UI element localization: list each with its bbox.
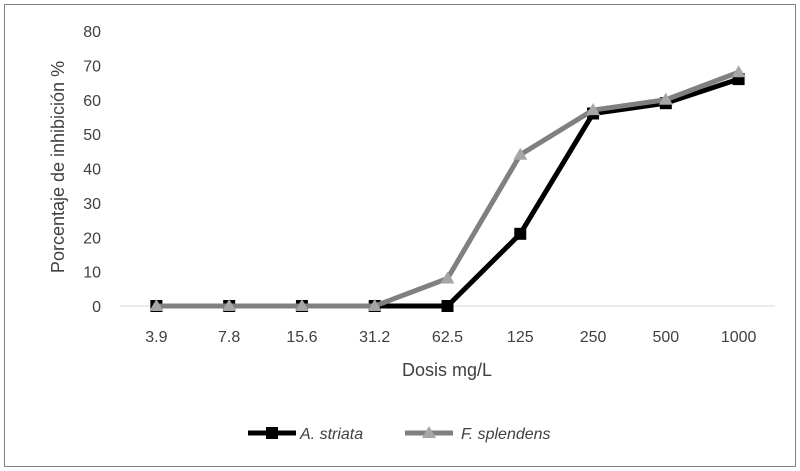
y-tick-label: 0	[92, 299, 101, 316]
x-tick-label: 125	[507, 329, 534, 346]
data-point	[586, 103, 601, 116]
data-point	[658, 92, 673, 105]
x-tick-label: 31.2	[359, 329, 390, 346]
data-point	[440, 271, 455, 284]
x-tick-label: 1000	[721, 329, 757, 346]
chart-frame	[4, 4, 796, 467]
data-point	[294, 299, 309, 311]
y-axis-ticks: 0 10 20 30 40 50 60 70 80	[83, 24, 101, 316]
data-point	[513, 147, 528, 160]
legend-item: A. striata	[248, 426, 363, 443]
y-tick-label: 20	[83, 230, 101, 247]
data-point	[514, 227, 527, 240]
y-tick-label: 60	[83, 93, 101, 110]
y-axis-title: Porcentaje de inhibición %	[48, 61, 68, 273]
legend-label: F. splendens	[461, 426, 551, 443]
x-tick-label: 500	[652, 329, 679, 346]
legend-item: F. splendens	[405, 426, 551, 443]
y-tick-label: 30	[83, 196, 101, 213]
data-point	[731, 65, 746, 78]
legend-marker	[266, 427, 278, 439]
data-point	[367, 299, 382, 311]
series-2	[149, 65, 746, 311]
x-tick-label: 250	[580, 329, 607, 346]
legend: A. striata F. splendens	[248, 426, 551, 443]
legend-label: A. striata	[299, 426, 363, 443]
x-tick-label: 15.6	[286, 329, 317, 346]
y-tick-label: 70	[83, 58, 101, 75]
data-point	[222, 299, 237, 311]
x-axis-ticks: 3.9 7.8 15.6 31.2 62.5 125 250 500 1000	[145, 329, 756, 346]
x-tick-label: 7.8	[218, 329, 240, 346]
x-tick-label: 3.9	[145, 329, 167, 346]
legend-marker	[422, 426, 436, 438]
y-tick-label: 80	[83, 24, 101, 41]
y-tick-label: 10	[83, 265, 101, 282]
series-layer	[149, 65, 746, 312]
x-tick-label: 62.5	[432, 329, 463, 346]
data-point	[441, 300, 454, 312]
y-tick-label: 50	[83, 127, 101, 144]
x-axis-title: Dosis mg/L	[402, 360, 492, 380]
data-point	[149, 299, 164, 311]
y-tick-label: 40	[83, 162, 101, 179]
